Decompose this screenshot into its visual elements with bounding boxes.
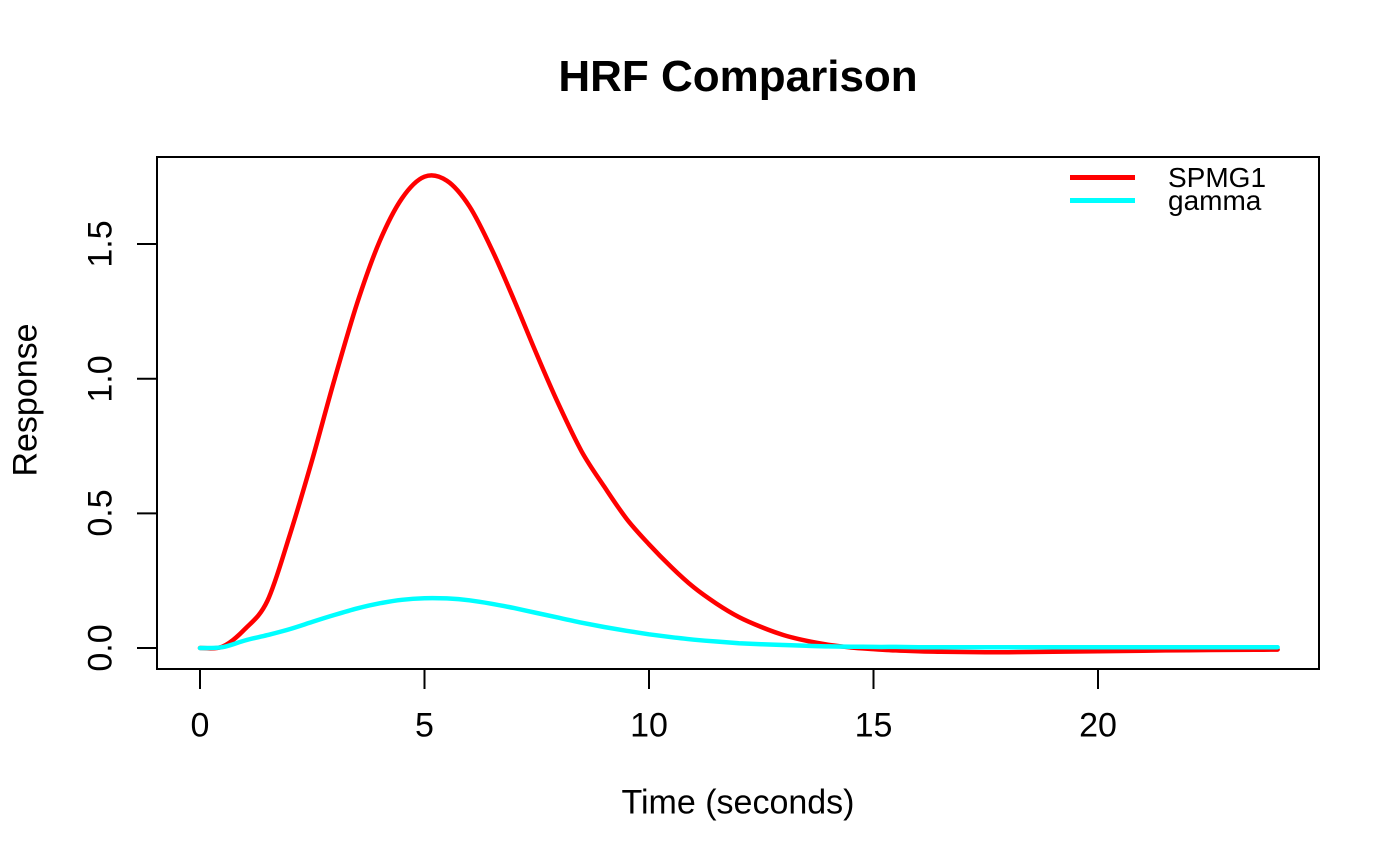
y-tick-label: 1.0 [81,355,120,403]
y-tick-label: 1.5 [81,220,120,268]
y-axis-title: Response [6,323,45,477]
x-tick-label: 15 [854,706,893,745]
x-tick-label: 10 [630,706,668,745]
gamma-curve [197,595,1280,651]
legend: SPMG1 gamma [1070,162,1267,216]
legend-label-gamma: gamma [1168,185,1262,216]
x-tick-label: 0 [190,706,210,745]
legend-label-spmg1: SPMG1 [1168,162,1267,193]
legend-item-gamma: gamma [1070,185,1266,216]
x-axis-title: Time (seconds) [621,783,855,822]
plot-box [156,156,1320,670]
spmg1-line-swatch [1070,175,1135,180]
spmg1-curve [197,173,1280,655]
y-tick-label: 0.5 [81,489,120,537]
chart-title: HRF Comparison [558,52,918,101]
legend-item-spmg1: SPMG1 [1070,162,1267,193]
x-tick-label: 20 [1079,706,1117,745]
gamma-line-swatch [1070,198,1135,203]
x-tick-label: 5 [415,706,434,745]
y-tick-label: 0.0 [81,624,120,672]
